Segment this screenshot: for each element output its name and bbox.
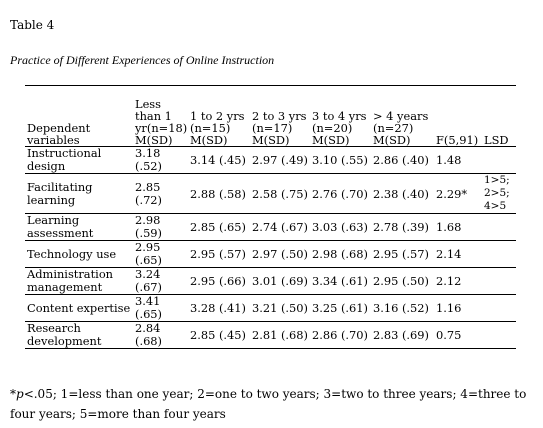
cell-over-4: 2.83 (.69): [373, 328, 429, 342]
cell-variable: Research development: [27, 321, 102, 348]
cell-lsd: [482, 241, 516, 268]
cell-over-4: 2.95 (.50): [373, 274, 429, 288]
cell-3-to-4: 2.98 (.68): [312, 247, 368, 261]
cell-2-to-3: 2.97 (.49): [252, 153, 308, 167]
cell-1-to-2: 2.85 (.45): [190, 328, 246, 342]
cell-2-to-3: 2.74 (.67): [252, 220, 308, 234]
cell-lsd: [482, 322, 516, 349]
cell-3-to-4: 3.03 (.63): [312, 220, 368, 234]
cell-lsd: [482, 295, 516, 322]
cell-over-4: 3.16 (.52): [373, 301, 429, 315]
cell-variable: Technology use: [27, 246, 117, 261]
cell-variable: Facilitating learning: [27, 179, 93, 207]
cell-3-to-4: 3.25 (.61): [312, 301, 368, 315]
table-label: Table 4: [10, 18, 55, 32]
header-group-2-to-3: 2 to 3 yrs (n=17) M(SD): [252, 109, 307, 147]
cell-over-4: 2.86 (.40): [373, 153, 429, 167]
cell-3-to-4: 2.76 (.70): [312, 186, 368, 201]
cell-less-than-1: 3.24 (.67): [135, 267, 163, 294]
results-table: Dependent variables Less than 1 yr(n=18)…: [25, 85, 516, 349]
cell-f: 1.68: [436, 220, 462, 234]
table-row: Learning assessment 2.98 (.59) 2.85 (.65) 2…: [25, 214, 516, 241]
cell-f: 1.48: [436, 153, 462, 167]
cell-lsd: [482, 268, 516, 295]
note-text: <.05; 1=less than one year; 2=one to two…: [10, 387, 527, 421]
cell-less-than-1: 3.41 (.65): [135, 294, 163, 321]
cell-less-than-1: 2.95 (.65): [135, 240, 163, 267]
cell-3-to-4: 3.10 (.55): [312, 153, 368, 167]
p-value-symbol: *p: [10, 387, 24, 401]
cell-1-to-2: 2.88 (.58): [190, 186, 246, 201]
header-group-1-to-2: 1 to 2 yrs (n=15) M(SD): [190, 109, 245, 147]
header-group-3-to-4: 3 to 4 yrs (n=20) M(SD): [312, 109, 367, 147]
cell-less-than-1: 2.85 (.72): [135, 179, 163, 207]
table-row: Research development 2.84 (.68) 2.85 (.45)…: [25, 322, 516, 349]
cell-1-to-2: 2.95 (.66): [190, 274, 246, 288]
table-row: Instructional design 3.18 (.52) 3.14 (.45)…: [25, 147, 516, 174]
cell-2-to-3: 3.01 (.69): [252, 274, 308, 288]
cell-3-to-4: 2.86 (.70): [312, 328, 368, 342]
cell-3-to-4: 3.34 (.61): [312, 274, 368, 288]
cell-less-than-1: 2.98 (.59): [135, 213, 163, 240]
cell-f: 2.12: [436, 274, 462, 288]
table-title: Practice of Different Experiences of Onl…: [10, 53, 275, 67]
cell-1-to-2: 2.85 (.65): [190, 220, 246, 234]
table-note: *p<.05; 1=less than one year; 2=one to t…: [10, 384, 535, 424]
cell-over-4: 2.78 (.39): [373, 220, 429, 234]
header-group-over-4: > 4 years (n=27) M(SD): [373, 109, 429, 147]
table-row: Content expertise 3.41 (.65) 3.28 (.41) 3.2…: [25, 295, 516, 322]
cell-2-to-3: 2.97 (.50): [252, 247, 308, 261]
cell-over-4: 2.95 (.57): [373, 247, 429, 261]
header-dependent-variables: Dependent variables: [27, 121, 91, 147]
cell-lsd: [482, 214, 516, 241]
header-group-less-than-1: Less than 1 yr(n=18) M(SD): [135, 97, 188, 147]
header-row: Dependent variables Less than 1 yr(n=18)…: [25, 86, 516, 147]
table-row: Administration management 3.24 (.67) 2.95 …: [25, 268, 516, 295]
cell-f: 0.75: [436, 328, 462, 342]
cell-f: 1.16: [436, 301, 462, 315]
cell-f: 2.29*: [436, 186, 468, 201]
table-row: Technology use 2.95 (.65) 2.95 (.57) 2.97 (…: [25, 241, 516, 268]
cell-variable: Instructional design: [27, 146, 102, 173]
cell-1-to-2: 2.95 (.57): [190, 247, 246, 261]
cell-less-than-1: 2.84 (.68): [135, 321, 163, 348]
cell-variable: Content expertise: [27, 300, 131, 315]
cell-lsd: [482, 147, 516, 174]
header-lsd: LSD: [484, 133, 509, 147]
cell-2-to-3: 2.81 (.68): [252, 328, 308, 342]
cell-lsd: 1>5; 2>5; 4>5: [484, 174, 510, 212]
cell-2-to-3: 3.21 (.50): [252, 301, 308, 315]
cell-variable: Administration management: [27, 267, 114, 294]
cell-1-to-2: 3.28 (.41): [190, 301, 246, 315]
cell-over-4: 2.38 (.40): [373, 186, 429, 201]
table-row: Facilitating learning 2.85 (.72) 2.88 (.58…: [25, 174, 516, 214]
cell-variable: Learning assessment: [27, 213, 94, 240]
cell-2-to-3: 2.58 (.75): [252, 186, 308, 201]
cell-1-to-2: 3.14 (.45): [190, 153, 246, 167]
cell-f: 2.14: [436, 247, 462, 261]
cell-less-than-1: 3.18 (.52): [135, 146, 163, 173]
header-f-statistic: F(5,91): [436, 133, 479, 147]
